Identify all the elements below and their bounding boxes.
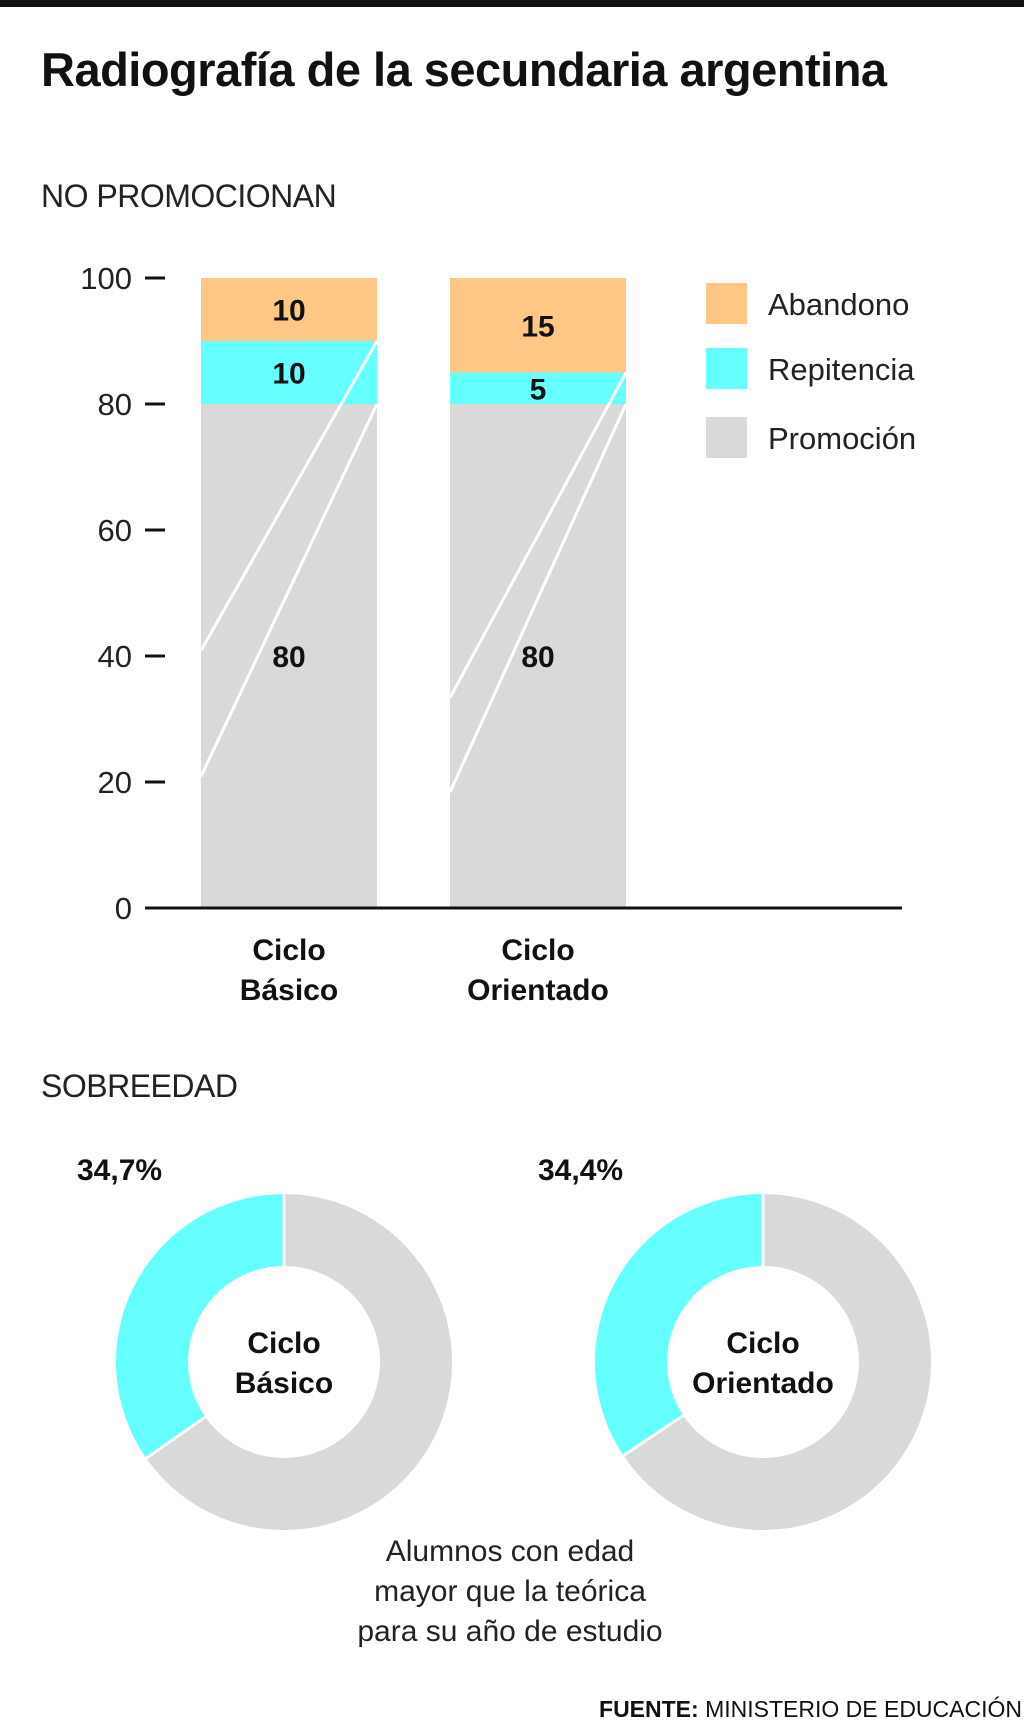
y-tick-label: 80 [98,387,132,422]
page-title: Radiografía de la secundaria argentina [41,43,887,96]
x-category-label: Ciclo [501,934,574,967]
donut-percent-label: 34,4% [538,1154,623,1187]
bar-data-label: 80 [272,641,305,674]
legend-label: Promoción [768,421,916,456]
source-label: FUENTE: [599,1696,699,1722]
legend-label: Abandono [768,287,909,322]
caption-line: mayor que la teórica [374,1575,646,1608]
donut-slice-rest [623,1194,932,1530]
segment-divider [448,371,628,699]
legend-swatch-repitencia [706,348,747,389]
bar-data-label: 80 [521,641,554,674]
source-text: MINISTERIO DE EDUCACIÓN [705,1696,1022,1722]
bar-data-label: 10 [272,358,305,391]
donut-center-label: Básico [235,1367,333,1400]
y-tick-label: 40 [98,639,132,674]
bar-section-label: NO PROMOCIONAN [41,178,337,214]
bar-segment-repitencia [450,372,626,404]
segment-divider [448,403,628,793]
bar-data-label: 5 [530,373,547,406]
caption-line: Alumnos con edad [385,1535,635,1568]
segment-divider [199,340,379,652]
donut-center-label: Ciclo [726,1327,799,1360]
donut-divider [145,1415,207,1460]
legend-swatch-abandono [706,283,747,324]
y-tick-label: 0 [115,891,132,926]
stacked-bar-chart: 0 20 40 60 80 100 80 10 10 Ciclo Básico 80 5 15 Ciclo O… [80,261,916,1007]
x-category-label: Ciclo [252,934,325,967]
donut-slice-sobreedad [116,1194,285,1459]
bar-data-label: 15 [521,310,554,343]
y-tick-label: 60 [98,513,132,548]
donut-slice-rest [146,1194,453,1530]
legend-label: Repitencia [768,352,915,387]
donut-center-label: Ciclo [247,1327,320,1360]
y-tick-label: 20 [98,765,132,800]
bar-segment-abandono [201,278,377,341]
legend-swatch-promoción [706,417,747,458]
bar-data-label: 10 [272,295,305,328]
bar-segment-promoción [201,404,377,908]
bar-segment-abandono [450,278,626,373]
top-rule [0,0,1024,7]
caption-line: para su año de estudio [357,1615,663,1648]
donut-percent-label: 34,7% [77,1154,162,1187]
segment-divider [199,403,379,778]
donut-center-label: Orientado [692,1367,834,1400]
donut-divider [622,1414,685,1457]
donut-caption: Alumnos con edad mayor que la teórica pa… [280,1532,740,1652]
bar-segment-promoción [450,404,626,908]
x-category-label: Básico [240,974,338,1007]
y-tick-label: 100 [80,261,132,296]
source-credit: FUENTE: MINISTERIO DE EDUCACIÓN [599,1696,1022,1723]
x-category-label: Orientado [467,974,609,1007]
donut-slice-sobreedad [595,1194,763,1456]
donut-section-label: SOBREEDAD [41,1068,238,1104]
